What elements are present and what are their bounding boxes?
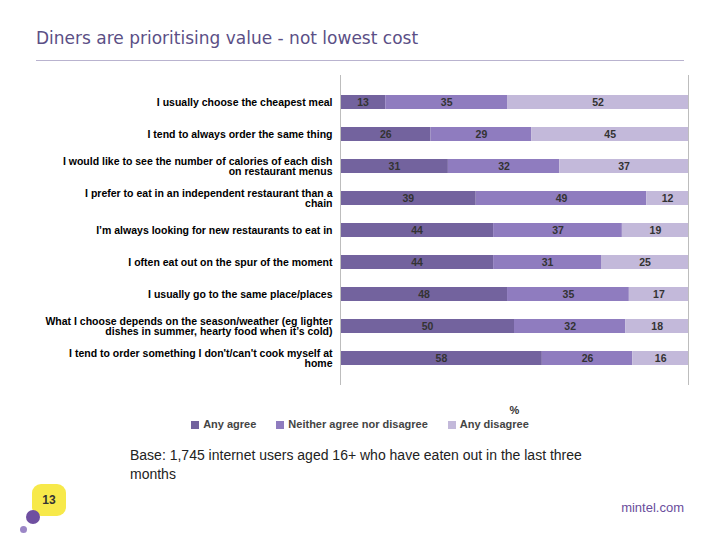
svg-text:37: 37: [618, 160, 630, 172]
svg-text:52: 52: [592, 96, 604, 108]
svg-text:I tend to always order the sam: I tend to always order the same thing: [148, 128, 333, 140]
svg-text:26: 26: [582, 352, 594, 364]
svg-text:16: 16: [655, 352, 667, 364]
svg-text:What I choose depends on the s: What I choose depends on the season/weat…: [45, 315, 332, 338]
html-text:Neither agree nor disagree: Neither agree nor disagree: [288, 418, 428, 430]
svg-text:I usually go to the same place: I usually go to the same place/places: [148, 288, 333, 300]
svg-text:I often eat out on the spur of: I often eat out on the spur of the momen…: [128, 256, 333, 268]
svg-text:31: 31: [542, 256, 554, 268]
svg-text:32: 32: [498, 160, 510, 172]
svg-text:I would like to see the number: I would like to see the number of calori…: [63, 155, 333, 178]
svg-text:32: 32: [564, 320, 576, 332]
svg-text:I’m always looking for new res: I’m always looking for new restaurants t…: [96, 224, 332, 236]
svg-text:45: 45: [604, 128, 616, 140]
svg-text:37: 37: [552, 224, 564, 236]
svg-text:50: 50: [422, 320, 434, 332]
svg-text:49: 49: [556, 192, 568, 204]
svg-text:17: 17: [653, 288, 665, 300]
svg-text:44: 44: [411, 224, 423, 236]
html-text:mintel.com: mintel.com: [621, 500, 684, 515]
html-text:Any agree: Any agree: [203, 418, 257, 430]
html-text:Any disagree: Any disagree: [459, 418, 529, 430]
html-text:Diners are prioritising value: Diners are prioritising value - not lowe…: [36, 28, 419, 48]
svg-text:35: 35: [441, 96, 453, 108]
svg-text:19: 19: [650, 224, 662, 236]
svg-text:44: 44: [411, 256, 423, 268]
svg-text:I prefer to eat in an independ: I prefer to eat in an independent restau…: [85, 187, 333, 210]
svg-text:31: 31: [389, 160, 401, 172]
svg-text:%: %: [510, 404, 520, 416]
svg-text:13: 13: [357, 96, 369, 108]
svg-text:12: 12: [662, 192, 674, 204]
svg-text:58: 58: [436, 352, 448, 364]
svg-text:18: 18: [651, 320, 663, 332]
svg-text:48: 48: [418, 288, 430, 300]
html-text:13: 13: [42, 493, 56, 507]
svg-text:26: 26: [380, 128, 392, 140]
svg-text:35: 35: [563, 288, 575, 300]
svg-text:I tend to order something I do: I tend to order something I don't/can't …: [69, 347, 333, 370]
svg-text:I usually choose the cheapest: I usually choose the cheapest meal: [157, 96, 333, 108]
html-text:Base: 1,745 internet users age: Base: 1,745 internet users aged 16+ who …: [130, 447, 582, 482]
svg-text:25: 25: [639, 256, 651, 268]
svg-text:29: 29: [476, 128, 488, 140]
svg-text:39: 39: [403, 192, 415, 204]
